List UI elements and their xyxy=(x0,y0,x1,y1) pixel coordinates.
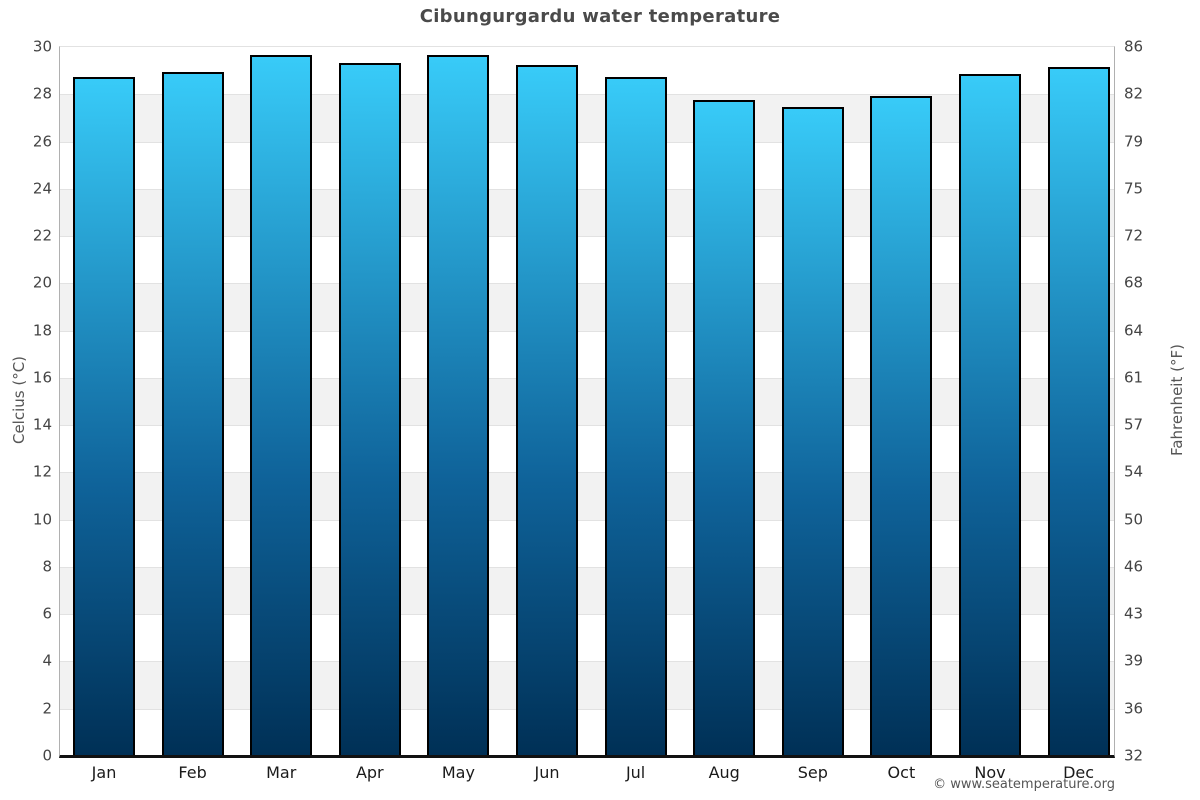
fahrenheit-tick-label: 46 xyxy=(1124,557,1144,576)
bar-apr xyxy=(338,62,401,755)
grid-band xyxy=(60,472,1114,520)
gridline xyxy=(60,425,1114,427)
fahrenheit-tick-label: 72 xyxy=(1124,226,1144,245)
bar-jan xyxy=(73,76,135,755)
fahrenheit-tick-label: 61 xyxy=(1124,368,1144,387)
celsius-axis-title: Celcius (°C) xyxy=(10,355,28,445)
celsius-tick-label: 8 xyxy=(42,557,52,576)
grid-band xyxy=(60,283,1114,331)
grid-band xyxy=(60,661,1114,709)
fahrenheit-tick-label: 36 xyxy=(1124,699,1144,718)
grid-band xyxy=(60,377,1114,426)
celsius-tick-label: 28 xyxy=(32,84,52,103)
fahrenheit-tick-label: 43 xyxy=(1124,604,1144,623)
gridline xyxy=(60,236,1114,238)
gridline xyxy=(60,519,1114,521)
month-label-apr: Apr xyxy=(355,763,384,782)
month-label-sep: Sep xyxy=(797,763,828,782)
month-label-oct: Oct xyxy=(887,763,916,782)
gridline xyxy=(60,283,1114,285)
bar-nov xyxy=(959,74,1021,755)
celsius-tick-label: 4 xyxy=(42,651,52,670)
plot-area xyxy=(59,46,1115,758)
chart-title: Cibungurgardu water temperature xyxy=(419,6,781,27)
month-label-dec: Dec xyxy=(1063,763,1095,782)
bar-jun xyxy=(516,64,578,755)
celsius-tick-label: 30 xyxy=(32,37,52,56)
fahrenheit-tick-label: 32 xyxy=(1124,746,1144,765)
gridline xyxy=(60,377,1114,379)
fahrenheit-tick-label: 68 xyxy=(1124,273,1144,292)
month-label-nov: Nov xyxy=(974,763,1006,782)
bar-sep xyxy=(781,107,844,755)
bar-mar xyxy=(250,55,313,755)
fahrenheit-tick-label: 79 xyxy=(1124,132,1144,151)
gridline xyxy=(60,330,1114,332)
fahrenheit-tick-label: 39 xyxy=(1124,651,1144,670)
fahrenheit-axis-title: Fahrenheit (°F) xyxy=(1168,344,1186,456)
celsius-tick-label: 14 xyxy=(32,415,52,434)
month-label-aug: Aug xyxy=(708,763,740,782)
month-label-jul: Jul xyxy=(625,763,646,782)
month-label-jun: Jun xyxy=(534,763,560,782)
fahrenheit-tick-label: 54 xyxy=(1124,462,1144,481)
copyright-text: © www.seatemperature.org xyxy=(933,777,1115,792)
grid-band xyxy=(60,188,1114,237)
gridline xyxy=(60,188,1114,190)
celsius-tick-label: 16 xyxy=(32,368,52,387)
celsius-tick-label: 20 xyxy=(32,273,52,292)
bar-jul xyxy=(604,76,667,755)
gridline xyxy=(60,472,1114,474)
gridline xyxy=(60,708,1114,710)
celsius-tick-label: 24 xyxy=(32,179,52,198)
bar-oct xyxy=(870,95,933,755)
grid-band xyxy=(60,94,1114,142)
fahrenheit-tick-label: 64 xyxy=(1124,321,1144,340)
celsius-tick-label: 26 xyxy=(32,132,52,151)
gridline xyxy=(60,141,1114,143)
celsius-tick-label: 2 xyxy=(42,699,52,718)
celsius-tick-label: 0 xyxy=(42,746,52,765)
fahrenheit-tick-label: 75 xyxy=(1124,179,1144,198)
fahrenheit-tick-label: 57 xyxy=(1124,415,1144,434)
fahrenheit-tick-label: 50 xyxy=(1124,510,1144,529)
celsius-tick-label: 6 xyxy=(42,604,52,623)
gridline xyxy=(60,566,1114,568)
month-label-mar: Mar xyxy=(266,763,297,782)
gridline xyxy=(60,614,1114,616)
gridline xyxy=(60,94,1114,96)
fahrenheit-tick-label: 86 xyxy=(1124,37,1144,56)
bar-dec xyxy=(1047,67,1110,755)
month-label-jan: Jan xyxy=(91,763,117,782)
month-label-feb: Feb xyxy=(178,763,207,782)
month-label-may: May xyxy=(441,763,475,782)
bar-feb xyxy=(161,72,224,755)
fahrenheit-tick-label: 82 xyxy=(1124,84,1144,103)
grid-band xyxy=(60,566,1114,615)
celsius-tick-label: 18 xyxy=(32,321,52,340)
celsius-tick-label: 10 xyxy=(32,510,52,529)
bar-aug xyxy=(693,100,756,755)
bar-may xyxy=(427,55,490,755)
celsius-tick-label: 22 xyxy=(32,226,52,245)
celsius-tick-label: 12 xyxy=(32,462,52,481)
gridline xyxy=(60,661,1114,663)
